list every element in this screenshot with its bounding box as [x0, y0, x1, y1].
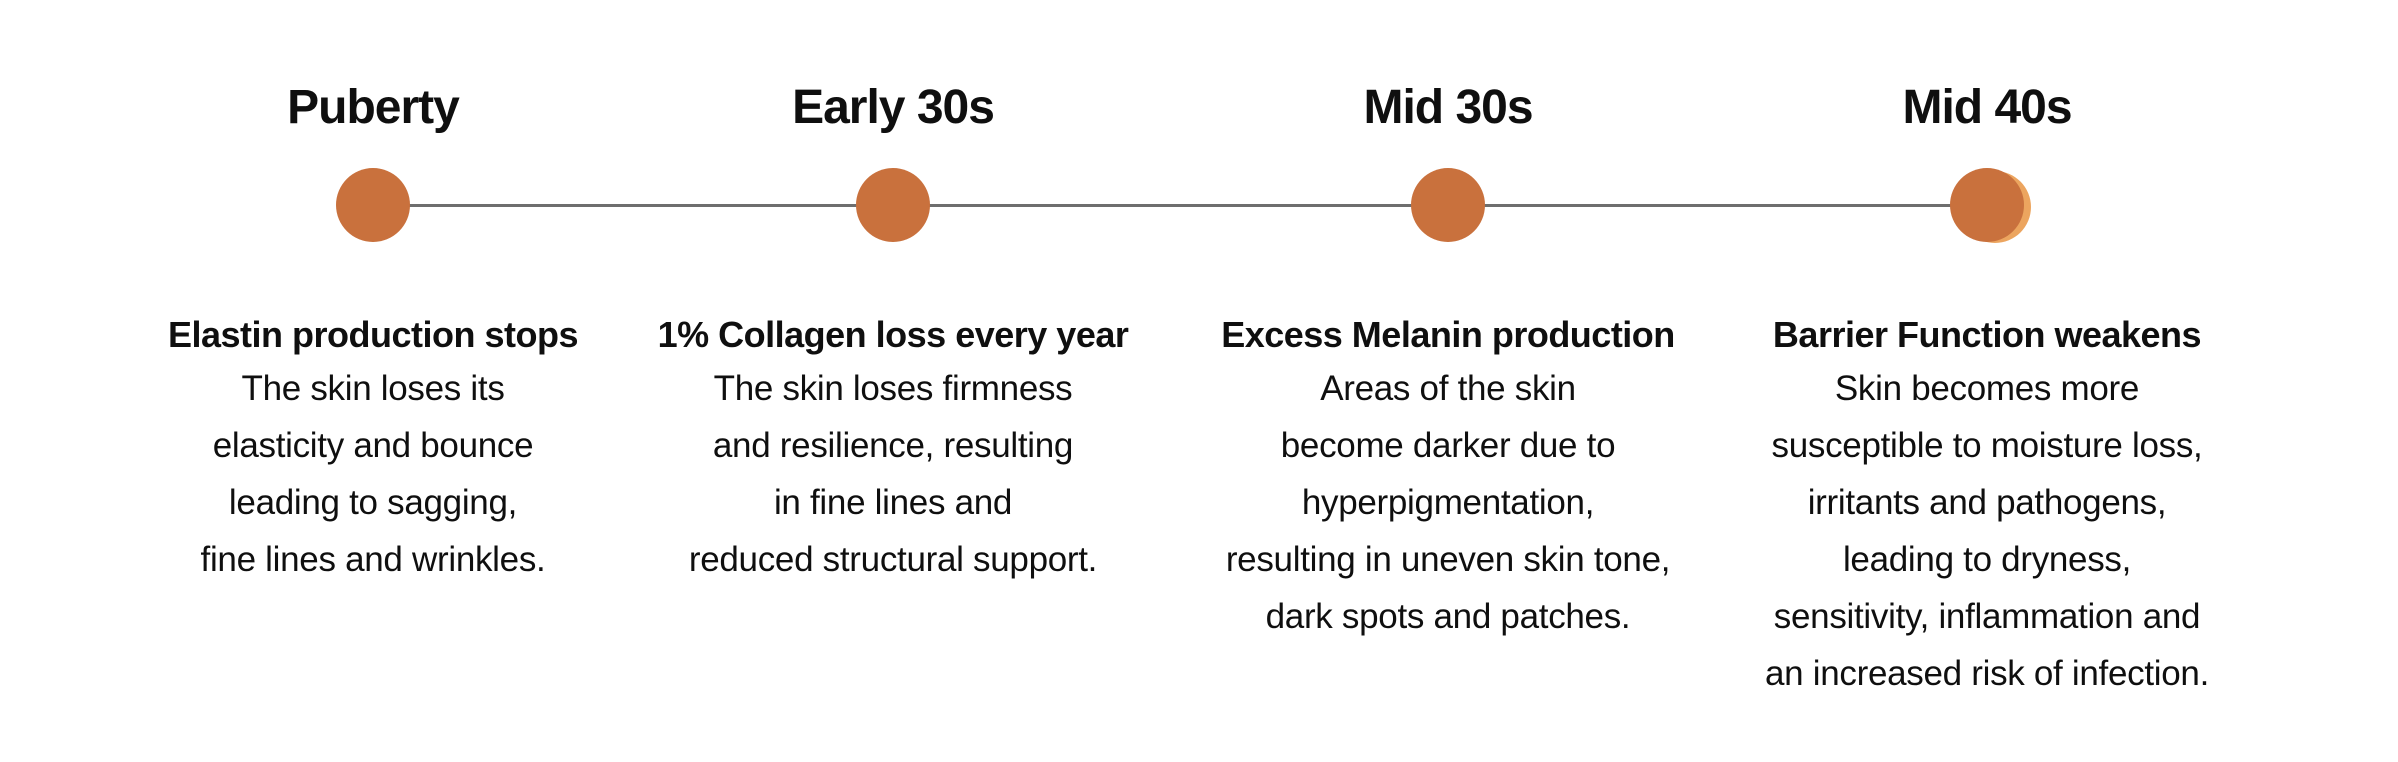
stage-description: Excess Melanin production Areas of the s… — [1168, 310, 1728, 645]
stage-description-line: leading to sagging, — [228, 483, 518, 522]
stage-description-line: elasticity and bounce — [212, 426, 534, 465]
stage-description: Elastin production stops The skin loses … — [93, 310, 653, 588]
stage-description-line: Areas of the skin — [1320, 369, 1576, 408]
timeline-dot — [1950, 168, 2024, 242]
stage-description-line: in fine lines and — [773, 483, 1013, 522]
stage-age-label: Puberty — [287, 81, 460, 134]
stage-description-line: irritants and pathogens, — [1807, 483, 2167, 522]
stage-description-line: an increased risk of infection. — [1765, 654, 2209, 693]
stage-description-line: fine lines and wrinkles. — [200, 540, 546, 579]
stage-title: Excess Melanin production — [1221, 314, 1675, 355]
stage-description-line: Skin becomes more — [1834, 369, 2140, 408]
stage-title: 1% Collagen loss every year — [657, 314, 1129, 355]
timeline-stage: Early 30s 1% Collagen loss every year Th… — [613, 0, 1173, 588]
stage-description: 1% Collagen loss every year The skin los… — [613, 310, 1173, 588]
stage-age-label: Early 30s — [792, 81, 995, 134]
timeline-stage: Puberty Elastin production stops The ski… — [93, 0, 653, 588]
stage-age-label: Mid 40s — [1902, 81, 2072, 134]
stage-description-line: hyperpigmentation, — [1301, 483, 1595, 522]
stage-title: Elastin production stops — [167, 314, 579, 355]
stage-description-line: leading to dryness, — [1842, 540, 2132, 579]
stage-description-line: The skin loses firmness — [713, 369, 1073, 408]
stage-description-line: sensitivity, inflammation and — [1773, 597, 2201, 636]
stage-description-lines: The skin loses firmness and resilience, r… — [613, 360, 1173, 588]
stage-description-line: become darker due to — [1280, 426, 1616, 465]
timeline-dot — [336, 168, 410, 242]
stage-description-lines: Skin becomes more susceptible to moisture… — [1707, 360, 2267, 702]
timeline-stage: Mid 40s Barrier Function weakens Skin be… — [1707, 0, 2267, 702]
stage-age-label: Mid 30s — [1363, 81, 1533, 134]
timeline-dot — [1411, 168, 1485, 242]
stage-description-line: reduced structural support. — [688, 540, 1098, 579]
stage-description-line: dark spots and patches. — [1265, 597, 1631, 636]
timeline-stage: Mid 30s Excess Melanin production Areas … — [1168, 0, 1728, 645]
stage-description-lines: Areas of the skin become darker due to hyp… — [1168, 360, 1728, 645]
stage-description-line: susceptible to moisture loss, — [1771, 426, 2203, 465]
stage-description-lines: The skin loses its elasticity and bounce l… — [93, 360, 653, 588]
timeline-line — [373, 204, 1987, 207]
stage-description-line: and resilience, resulting — [712, 426, 1074, 465]
stage-description-line: resulting in uneven skin tone, — [1225, 540, 1671, 579]
stage-description-line: The skin loses its — [241, 369, 505, 408]
stage-description: Barrier Function weakens Skin becomes mo… — [1707, 310, 2267, 702]
stage-title: Barrier Function weakens — [1772, 314, 2202, 355]
timeline-dot — [856, 168, 930, 242]
